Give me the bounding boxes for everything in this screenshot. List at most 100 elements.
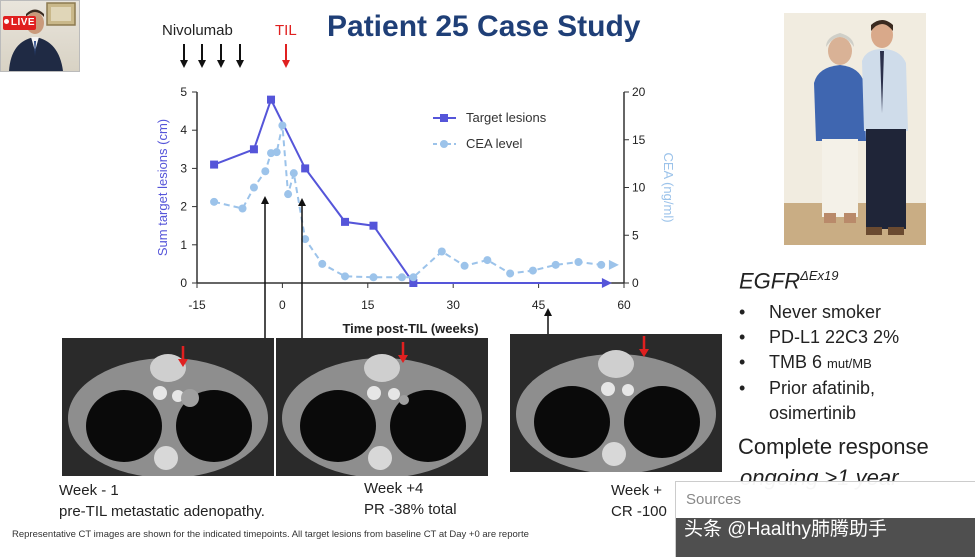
cea-point <box>318 259 327 268</box>
scan-caption-line2: PR -38% total <box>364 501 457 518</box>
legend-target-swatch <box>440 114 448 122</box>
cea-point <box>272 148 281 157</box>
scan-caption-week-minus1: Week - 1 pre-TIL metastatic adenopathy. <box>59 480 265 522</box>
nivolumab-label: Nivolumab <box>162 22 233 39</box>
profile-item-text: TMB 6 <box>769 352 828 372</box>
y-tick-label: 3 <box>180 161 187 175</box>
legend-cea-label: CEA level <box>466 136 522 151</box>
watermark: 头条 @Haalthy肺腾助手 <box>684 519 887 540</box>
slide-title: Patient 25 Case Study <box>327 10 641 43</box>
patient-photo-figures <box>784 13 926 245</box>
nivolumab-dose-arrowhead <box>217 60 225 68</box>
cea-point <box>278 121 287 130</box>
target-lesions-point <box>210 160 219 169</box>
target-lesions-point <box>267 95 276 104</box>
ct-scan-week-45 <box>510 334 722 472</box>
legend-cea-swatch <box>440 140 448 148</box>
cea-point <box>261 167 270 176</box>
sources-panel[interactable]: Sources <box>675 481 975 557</box>
scan-caption-line1: Week + <box>611 482 662 499</box>
cea-point <box>574 257 583 266</box>
cea-point <box>284 190 293 199</box>
y-tick-label: 0 <box>180 276 187 290</box>
cea-line <box>213 125 602 279</box>
dosing-arrows <box>180 44 290 68</box>
cea-point <box>460 261 469 270</box>
patient-profile-list: Never smoker PD-L1 22C3 2% TMB 6 mut/MB … <box>739 300 899 426</box>
live-badge: LIVE <box>3 16 36 30</box>
cea-series <box>210 121 619 282</box>
ct-scan-week-plus4 <box>276 338 488 476</box>
til-label: TIL <box>275 22 297 39</box>
cea-point <box>528 266 537 275</box>
x-tick-label: 15 <box>361 298 375 312</box>
ct-scan-image <box>510 334 722 472</box>
sources-label[interactable]: Sources <box>686 491 742 508</box>
profile-item-continuation: osimertinib <box>769 403 857 423</box>
scan-connector-arrows <box>261 196 552 340</box>
cea-point <box>483 256 492 265</box>
target-lesions-point <box>341 217 350 226</box>
scan-connector-arrowhead <box>544 308 552 316</box>
y2-tick-label: 10 <box>632 181 646 195</box>
target-lesions-point <box>369 221 378 230</box>
response-headline: Complete response <box>738 434 929 459</box>
nivolumab-dose-arrowhead <box>180 60 188 68</box>
cea-point <box>210 197 219 206</box>
scan-caption-line2: pre-TIL metastatic adenopathy. <box>59 503 265 520</box>
ct-scan-week-minus1 <box>62 338 274 476</box>
cea-arrowhead <box>608 259 619 270</box>
y-tick-label: 4 <box>180 123 187 137</box>
cea-point <box>506 269 515 278</box>
x-axis-label: Time post-TIL (weeks) <box>342 321 478 336</box>
chart-legend: Target lesions CEA level <box>433 110 547 151</box>
ct-scan-image <box>276 338 488 476</box>
y2-tick-label: 15 <box>632 133 646 147</box>
cea-point <box>397 273 406 282</box>
y-axis-label: Sum target lesions (cm) <box>155 119 170 256</box>
ct-scan-image <box>62 338 274 476</box>
target-lesions-series <box>210 95 612 288</box>
y2-tick-label: 0 <box>632 276 639 290</box>
nivolumab-dose-arrowhead <box>198 60 206 68</box>
profile-item: Never smoker <box>739 300 899 325</box>
target-lesions-arrowhead <box>601 278 612 288</box>
profile-item: Prior afatinib, osimertinib <box>739 376 899 426</box>
tmb-unit: mut/MB <box>827 356 872 371</box>
target-lesions-point <box>409 279 418 287</box>
profile-item: TMB 6 mut/MB <box>739 350 899 376</box>
egfr-label: EGFR <box>739 268 801 294</box>
profile-item-text: Never smoker <box>769 302 882 322</box>
cea-point <box>597 260 606 269</box>
scan-connector-arrowhead <box>261 196 269 204</box>
profile-item: PD-L1 22C3 2% <box>739 325 899 350</box>
sources-bar <box>676 518 975 557</box>
y-tick-label: 5 <box>180 85 187 99</box>
target-lesions-point <box>249 145 258 154</box>
x-tick-label: 0 <box>279 298 286 312</box>
patient-photo <box>784 13 926 245</box>
cea-point <box>289 169 298 178</box>
slide-footnote: Representative CT images are shown for t… <box>12 529 529 540</box>
target-lesions-point <box>301 164 310 173</box>
profile-item-text: PD-L1 22C3 2% <box>769 327 900 347</box>
cea-point <box>369 273 378 282</box>
til-dose-arrowhead <box>282 60 290 68</box>
x-tick-label: 45 <box>532 298 546 312</box>
cea-point <box>437 247 446 256</box>
y2-tick-label: 20 <box>632 85 646 99</box>
cea-point <box>341 272 350 281</box>
legend-target-label: Target lesions <box>466 110 547 125</box>
egfr-superscript: ΔEx19 <box>800 268 839 283</box>
y-tick-label: 1 <box>180 238 187 252</box>
y-tick-label: 2 <box>180 200 187 214</box>
scan-connector-arrowhead <box>298 198 306 206</box>
scan-caption-line1: Week +4 <box>364 480 424 497</box>
nivolumab-dose-arrowhead <box>236 60 244 68</box>
profile-item-text: Prior afatinib, <box>769 378 876 398</box>
scan-caption-line2: CR -100 <box>611 503 667 520</box>
scan-caption-week-45: Week + CR -100 <box>611 480 667 522</box>
target-lesions-line <box>213 97 607 284</box>
